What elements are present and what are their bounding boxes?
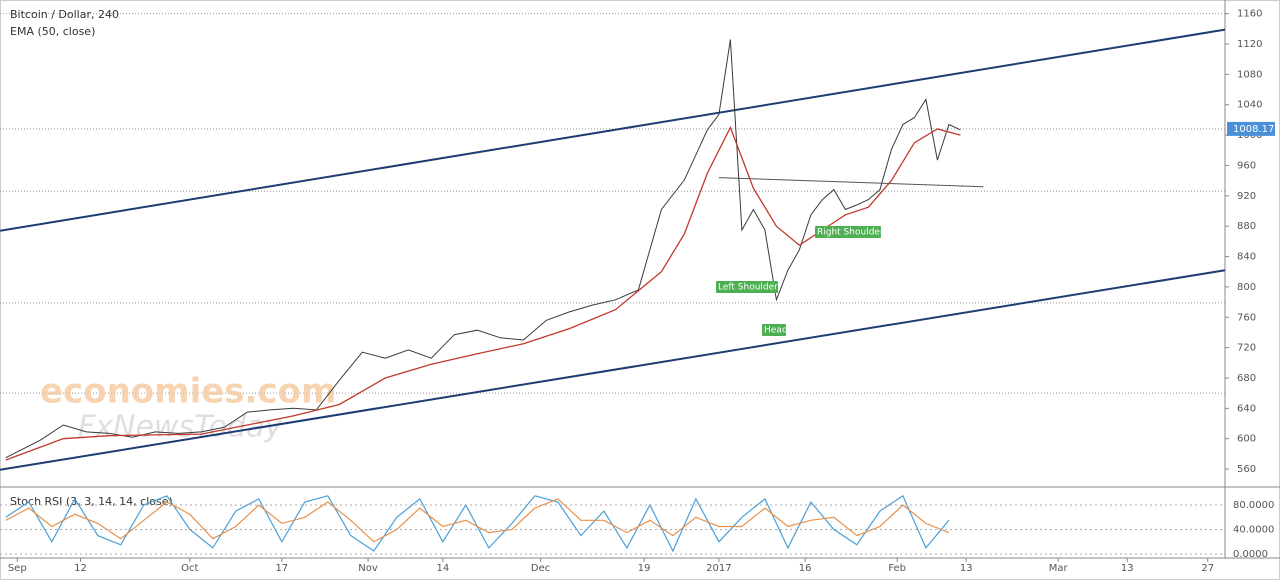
annotation-box	[716, 281, 778, 293]
x-tick-label: Feb	[888, 563, 906, 574]
y-tick-label: 1160	[1237, 9, 1262, 20]
trend-line	[0, 269, 1226, 471]
y-tick-label: 800	[1237, 282, 1256, 293]
annotation: Left Shoulder	[718, 283, 778, 293]
annotation: Right Shoulder	[817, 228, 884, 238]
chart-title: Bitcoin / Dollar, 240	[10, 8, 119, 21]
y-tick-label: 840	[1237, 252, 1256, 263]
y-tick-label: 1080	[1237, 69, 1262, 80]
series-line	[5, 125, 961, 461]
y-tick-label: 600	[1237, 434, 1256, 445]
y-tick-label: 640	[1237, 403, 1256, 414]
y-tick-label: 1040	[1237, 100, 1262, 111]
x-tick-label: 2017	[706, 563, 731, 574]
x-tick-label: 16	[799, 563, 812, 574]
x-tick-label: Mar	[1049, 563, 1069, 574]
trend-line	[718, 177, 984, 188]
y-tick-label: 720	[1237, 343, 1256, 354]
indicator-title: EMA (50, close)	[10, 25, 95, 38]
x-tick-label: Sep	[8, 563, 27, 574]
price-tag-label: 1008.17	[1233, 124, 1274, 135]
watermark: FxNewsToday	[78, 410, 283, 445]
x-tick-label: Oct	[181, 563, 198, 574]
series-line	[5, 39, 961, 459]
y-tick-label: 880	[1237, 221, 1256, 232]
watermark: economies.com	[40, 372, 336, 412]
y-tick-label: 560	[1237, 464, 1256, 475]
x-tick-label: Dec	[531, 563, 550, 574]
price-tag	[1227, 121, 1275, 136]
x-tick-label: 13	[1121, 563, 1134, 574]
y-tick-label: 80.0000	[1233, 500, 1274, 511]
x-tick-label: 17	[275, 563, 288, 574]
y-tick-label: 920	[1237, 191, 1256, 202]
x-tick-label: 27	[1201, 563, 1214, 574]
y-tick-label: 680	[1237, 373, 1256, 384]
annotation-box	[815, 226, 881, 238]
x-tick-label: 13	[960, 563, 973, 574]
annotation-box	[762, 324, 786, 336]
x-tick-label: 19	[638, 563, 651, 574]
series-line	[5, 498, 950, 543]
x-tick-label: 14	[436, 563, 449, 574]
y-tick-label: 760	[1237, 312, 1256, 323]
x-tick-label: Nov	[358, 563, 378, 574]
indicator-title: Stoch RSI (3, 3, 14, 14, close)	[10, 495, 173, 508]
x-tick-label: 12	[74, 563, 87, 574]
annotation: Head	[764, 326, 788, 336]
y-tick-label: 960	[1237, 160, 1256, 171]
y-tick-label: 40.0000	[1233, 525, 1274, 536]
y-tick-label: 1120	[1237, 39, 1262, 50]
y-tick-label: 0.0000	[1233, 549, 1268, 560]
trend-line	[0, 28, 1226, 232]
